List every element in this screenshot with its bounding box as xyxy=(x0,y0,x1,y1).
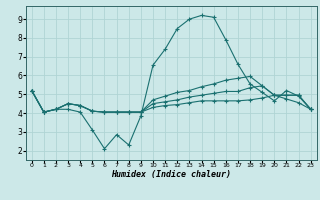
X-axis label: Humidex (Indice chaleur): Humidex (Indice chaleur) xyxy=(111,170,231,179)
